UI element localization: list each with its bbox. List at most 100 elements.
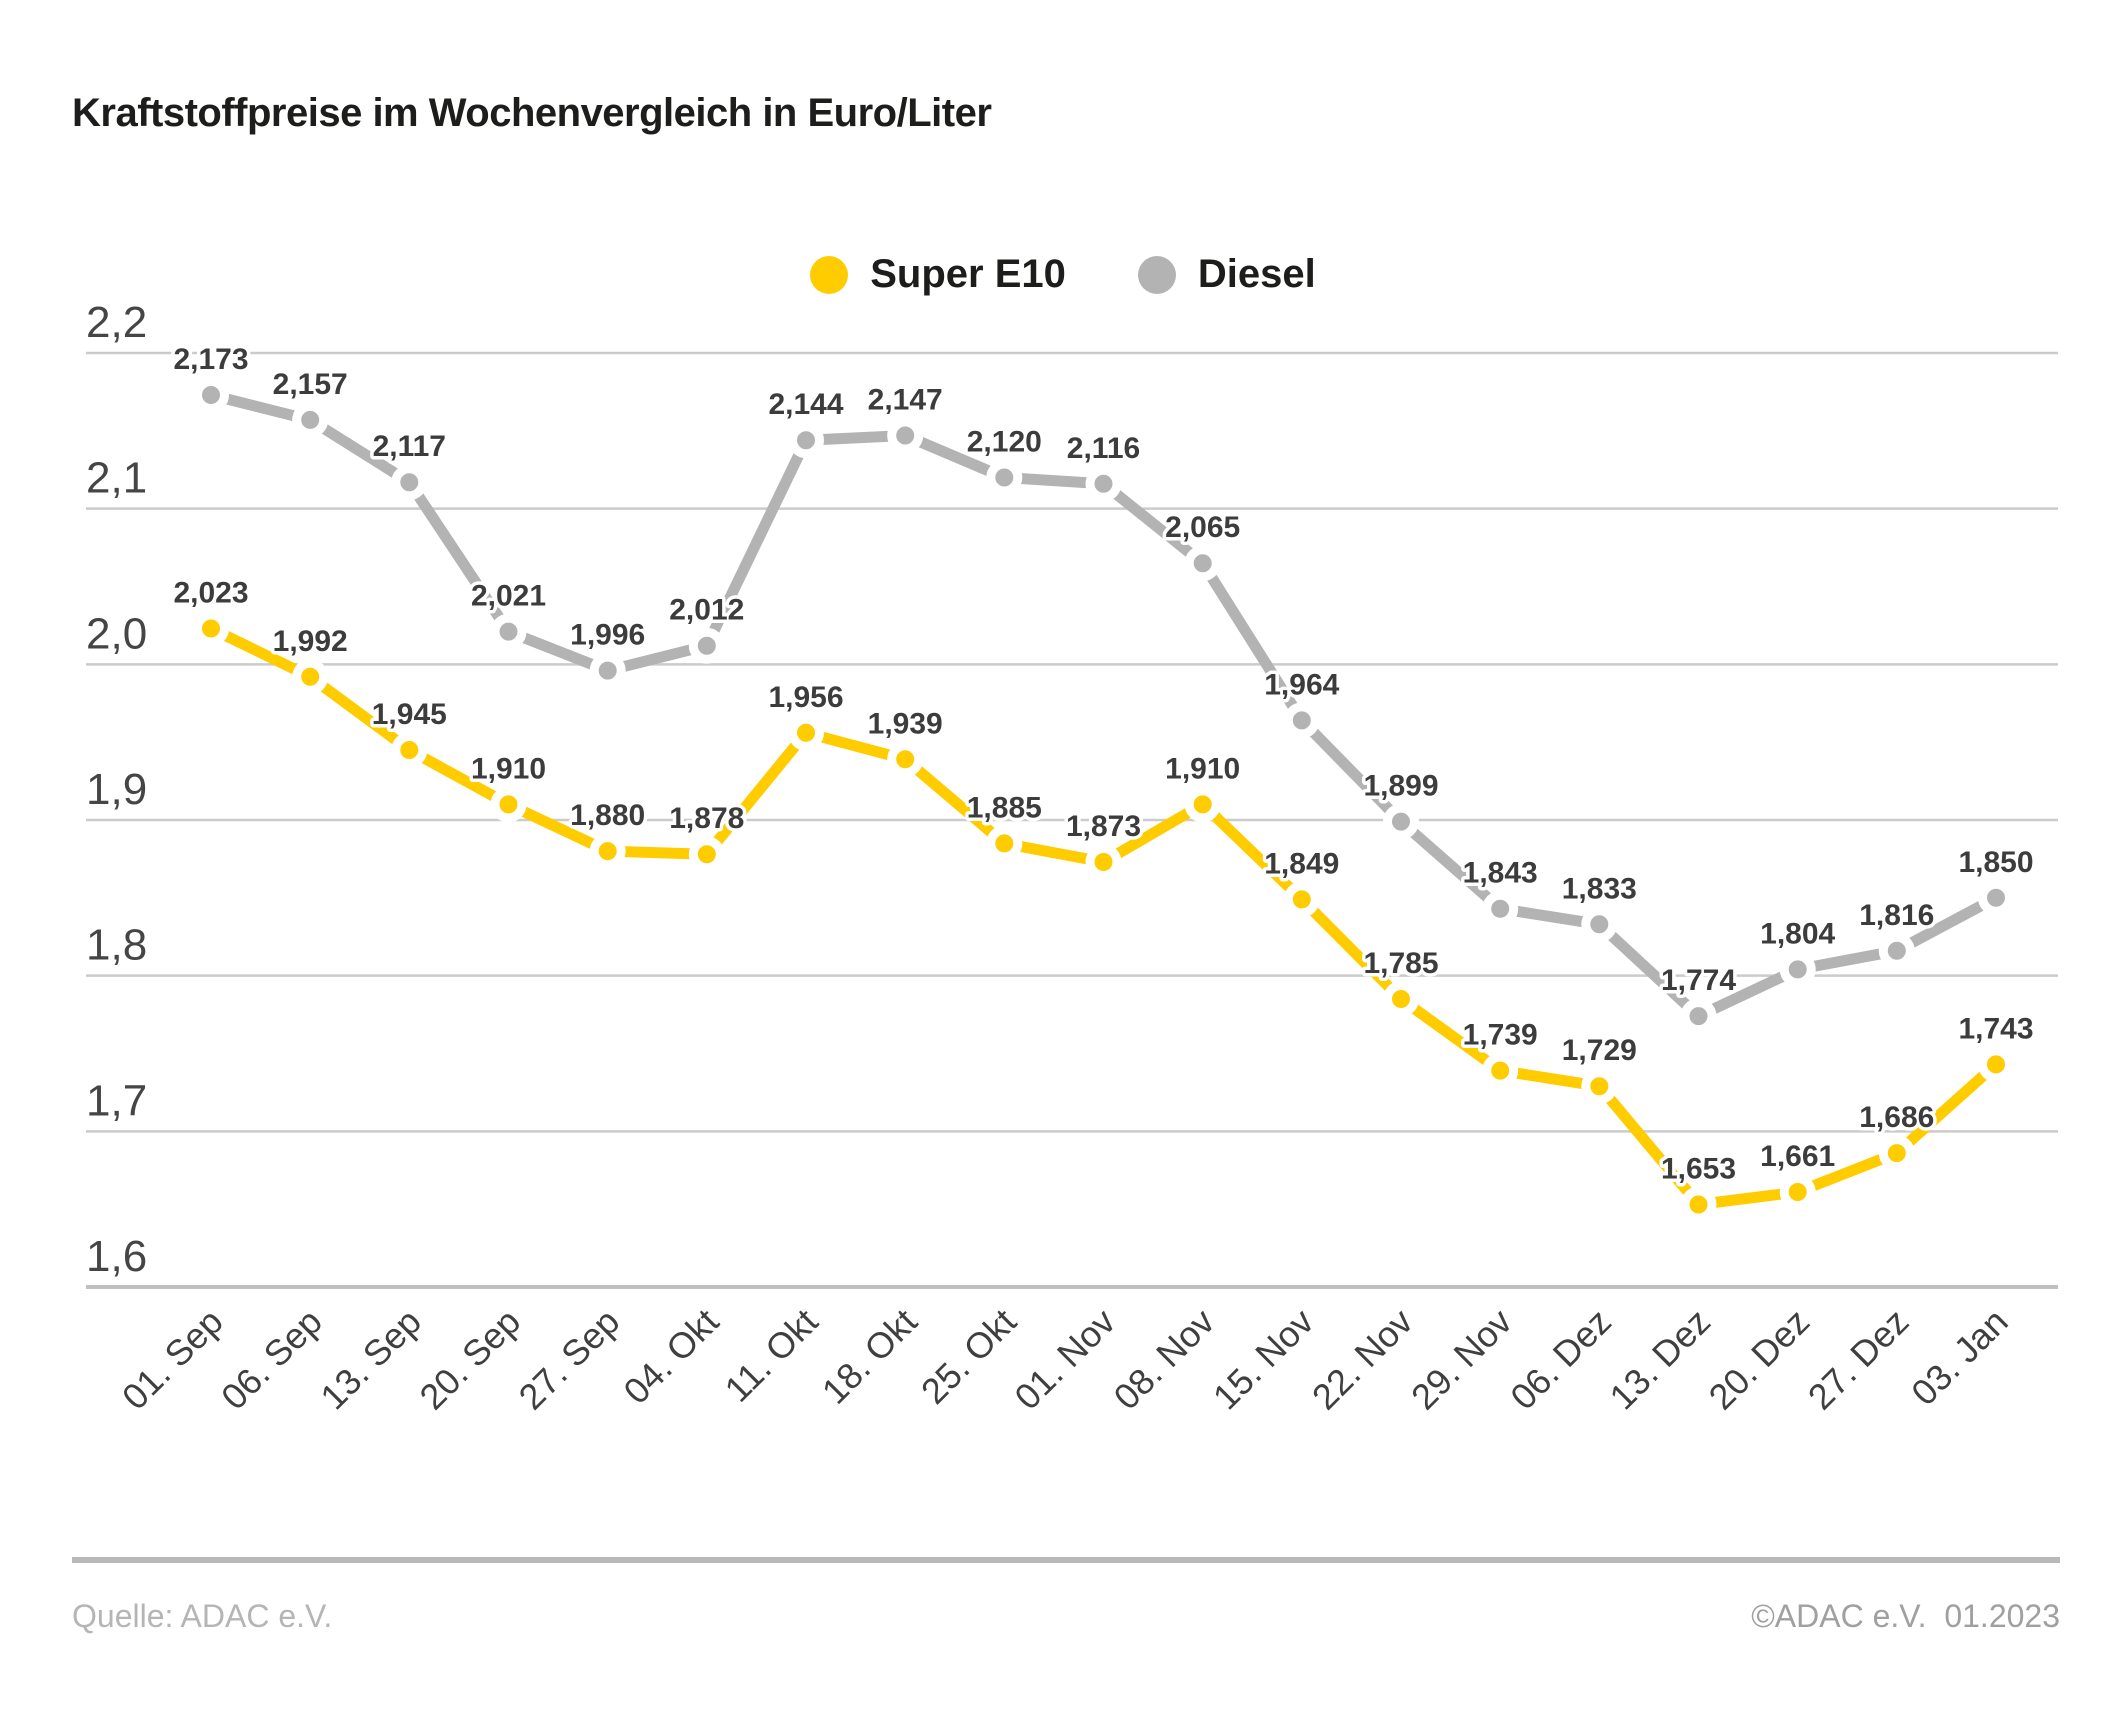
data-label-super-e10: 1,885: [967, 791, 1042, 824]
x-axis-tick-label: 15. Nov: [1205, 1301, 1322, 1418]
data-label-super-e10: 1,956: [768, 681, 843, 714]
data-point-super-e10: [1283, 881, 1320, 918]
data-label-super-e10: 1,661: [1760, 1140, 1835, 1173]
data-label-super-e10: 2,023: [173, 577, 248, 610]
data-point-diesel: [490, 613, 527, 650]
data-point-diesel: [887, 417, 924, 454]
data-point-diesel: [1680, 998, 1717, 1035]
data-label-super-e10: 1,910: [1165, 752, 1240, 785]
data-point-diesel: [1482, 890, 1519, 927]
data-label-super-e10: 1,849: [1264, 847, 1339, 880]
data-label-super-e10: 1,739: [1463, 1019, 1538, 1052]
data-label-super-e10: 1,729: [1562, 1034, 1637, 1067]
data-label-diesel: 1,774: [1661, 964, 1736, 997]
source-text: Quelle: ADAC e.V.: [72, 1598, 333, 1634]
data-point-super-e10: [1383, 981, 1419, 1017]
data-label-diesel: 2,147: [868, 384, 943, 417]
data-label-diesel: 1,833: [1562, 872, 1637, 905]
data-point-super-e10: [688, 836, 725, 873]
x-axis-tick-label: 29. Nov: [1403, 1301, 1520, 1418]
data-label-super-e10: 1,910: [471, 752, 546, 785]
data-point-super-e10: [391, 732, 428, 768]
x-axis-tick-label: 08. Nov: [1106, 1301, 1223, 1418]
x-axis-tick-label: 06. Dez: [1502, 1301, 1619, 1418]
data-label-super-e10: 1,873: [1066, 810, 1141, 843]
data-label-diesel: 1,816: [1859, 899, 1934, 932]
legend-label-diesel: Diesel: [1197, 252, 1316, 296]
legend: Super E10 Diesel: [0, 252, 2126, 297]
data-point-super-e10: [1878, 1135, 1915, 1172]
y-axis-tick-label: 1,8: [86, 921, 147, 970]
data-label-diesel: 2,117: [373, 430, 446, 463]
data-point-diesel: [1978, 879, 2014, 916]
data-point-super-e10: [1482, 1052, 1519, 1089]
data-point-super-e10: [1085, 844, 1122, 880]
x-axis-tick-label: 18. Okt: [814, 1301, 925, 1412]
data-label-super-e10: 1,653: [1661, 1153, 1736, 1186]
data-point-super-e10: [490, 786, 527, 823]
data-point-diesel: [391, 464, 428, 501]
x-axis-tick-label: 27. Sep: [511, 1301, 628, 1418]
data-label-diesel: 2,021: [471, 580, 546, 613]
data-label-super-e10: 1,939: [868, 707, 943, 740]
y-axis-tick-label: 2,1: [86, 454, 147, 503]
data-point-super-e10: [1581, 1068, 1618, 1105]
data-label-super-e10: 1,743: [1958, 1012, 2033, 1045]
legend-item-diesel: Diesel: [1137, 252, 1316, 297]
y-axis-tick-label: 1,9: [86, 765, 147, 814]
series-line-super-e10: [205, 623, 2002, 1210]
data-point-diesel: [1283, 702, 1320, 739]
data-point-diesel: [1878, 932, 1915, 969]
footer-divider: [72, 1557, 2060, 1563]
x-axis-tick-label: 22. Nov: [1304, 1301, 1421, 1418]
y-axis-tick-label: 2,2: [86, 298, 147, 347]
x-axis-tick-label: 20. Sep: [411, 1301, 528, 1418]
data-label-super-e10: 1,945: [372, 698, 447, 731]
data-point-super-e10: [788, 714, 824, 751]
x-axis-tick-label: 01. Nov: [1006, 1301, 1123, 1418]
legend-label-super-e10: Super E10: [870, 252, 1066, 296]
x-axis-tick-label: 20. Dez: [1701, 1301, 1818, 1418]
data-point-diesel: [292, 401, 329, 438]
data-point-diesel: [1184, 545, 1221, 582]
legend-dot-super-e10-icon: [810, 255, 849, 294]
data-point-super-e10: [986, 825, 1023, 862]
data-label-diesel: 2,116: [1067, 432, 1140, 465]
data-point-diesel: [1581, 906, 1618, 943]
data-point-super-e10: [292, 658, 329, 695]
data-label-diesel: 2,065: [1165, 511, 1240, 544]
data-label-super-e10: 1,785: [1363, 947, 1438, 980]
data-point-super-e10: [589, 833, 626, 870]
x-axis-tick-label: 01. Sep: [114, 1301, 231, 1418]
data-label-diesel: 2,157: [273, 368, 348, 401]
data-point-super-e10: [887, 741, 924, 778]
data-label-diesel: 1,804: [1760, 917, 1835, 950]
data-label-diesel: 1,964: [1264, 668, 1339, 701]
data-point-diesel: [193, 377, 229, 413]
data-point-diesel: [986, 459, 1023, 496]
data-label-diesel: 2,173: [173, 343, 248, 376]
data-point-super-e10: [1779, 1174, 1816, 1210]
data-point-super-e10: [193, 610, 229, 647]
data-point-diesel: [1085, 465, 1122, 502]
data-label-diesel: 1,843: [1463, 857, 1538, 890]
data-point-diesel: [1779, 951, 1816, 988]
data-label-super-e10: 1,880: [570, 799, 645, 832]
data-label-super-e10: 1,992: [273, 625, 348, 658]
data-label-super-e10: 1,686: [1859, 1101, 1934, 1134]
data-point-super-e10: [1184, 786, 1221, 823]
data-point-diesel: [688, 627, 725, 664]
data-label-diesel: 1,996: [570, 619, 645, 652]
data-label-diesel: 1,899: [1363, 770, 1438, 803]
copyright-text: ©ADAC e.V. 01.2023: [1751, 1598, 2060, 1634]
x-axis-tick-label: 11. Okt: [716, 1301, 825, 1410]
data-point-diesel: [788, 422, 824, 459]
data-label-diesel: 2,012: [669, 594, 744, 627]
data-point-super-e10: [1680, 1186, 1717, 1223]
legend-item-super-e10: Super E10: [810, 252, 1066, 297]
x-axis-tick-label: 03. Jan: [1903, 1301, 2015, 1413]
y-axis-tick-label: 2,0: [86, 609, 147, 658]
x-axis-tick-label: 06. Sep: [213, 1301, 330, 1418]
